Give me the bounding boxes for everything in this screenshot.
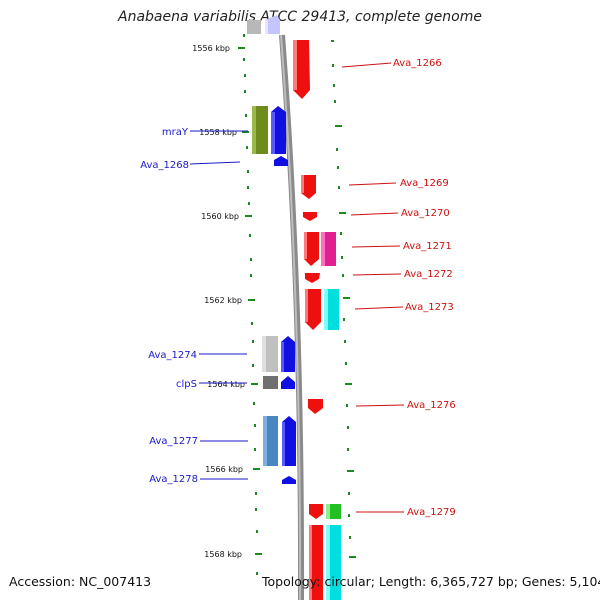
gene-label-ava-1270[interactable]: Ava_1270 xyxy=(401,208,450,219)
gene-label-ava-1268[interactable]: Ava_1268 xyxy=(140,160,189,171)
scale-label-1556: 1556 kbp xyxy=(192,44,230,53)
genome-info-text: Topology: circular; Length: 6,365,727 bp… xyxy=(262,574,600,589)
gene-label-ava-1273[interactable]: Ava_1273 xyxy=(405,302,454,313)
scale-label-1558: 1558 kbp xyxy=(199,128,237,137)
tick-column-left xyxy=(243,34,258,575)
features-right xyxy=(293,40,341,600)
connector-1270 xyxy=(350,212,399,216)
scale-label-1564: 1564 kbp xyxy=(207,380,245,389)
gene-label-ava-1266[interactable]: Ava_1266 xyxy=(393,58,442,69)
gene-label-ava-1271[interactable]: Ava_1271 xyxy=(403,241,452,252)
map-title: Anabaena variabilis ATCC 29413, complete… xyxy=(118,9,482,25)
feature-blue-1277 xyxy=(282,416,296,466)
gene-label-ava-1276[interactable]: Ava_1276 xyxy=(407,400,456,411)
connector-1271 xyxy=(351,245,401,248)
feature-blue-1278 xyxy=(282,476,296,484)
features-left xyxy=(252,106,296,484)
feature-red-1273 xyxy=(305,289,321,330)
feature-red-1272 xyxy=(305,273,320,283)
gene-label-ava-1272[interactable]: Ava_1272 xyxy=(404,269,453,280)
scale-label-1566: 1566 kbp xyxy=(205,465,243,474)
feature-red-1276 xyxy=(308,399,323,414)
feature-red-1269 xyxy=(301,175,316,199)
feature-red-1270 xyxy=(303,212,317,221)
gene-label-clpS[interactable]: clpS xyxy=(176,379,197,390)
feature-blue-1274 xyxy=(281,336,295,372)
scale-label-1568: 1568 kbp xyxy=(204,550,242,559)
genome-backbone-highlight xyxy=(280,34,302,600)
feature-red-1279 xyxy=(309,504,323,519)
connector-1276 xyxy=(355,404,405,407)
feature-blue-1268 xyxy=(274,156,288,166)
feature-red-1271 xyxy=(304,232,319,266)
connector-1266 xyxy=(341,62,392,68)
feature-darkgray xyxy=(263,376,278,389)
accession-text: Accession: NC_007413 xyxy=(9,574,152,589)
tick-column-right xyxy=(331,40,356,558)
connector-1268 xyxy=(189,161,241,165)
gene-label-ava-1269[interactable]: Ava_1269 xyxy=(400,178,449,189)
connector-1273 xyxy=(354,306,404,310)
feature-blue-partial xyxy=(265,15,280,34)
scale-tick-marks xyxy=(238,47,262,555)
scale-label-1562: 1562 kbp xyxy=(204,296,242,305)
feature-gray-partial xyxy=(247,20,261,34)
scale-label-1560: 1560 kbp xyxy=(201,212,239,221)
gene-label-ava-1278[interactable]: Ava_1278 xyxy=(149,474,198,485)
feature-blue-clpS xyxy=(281,376,295,389)
gene-label-ava-1279[interactable]: Ava_1279 xyxy=(407,507,456,518)
gene-label-ava-1274[interactable]: Ava_1274 xyxy=(148,350,197,361)
gene-label-ava-1277[interactable]: Ava_1277 xyxy=(149,436,198,447)
feature-red-bottom xyxy=(309,525,323,600)
connector-1269 xyxy=(348,182,397,186)
gene-label-mraY[interactable]: mraY xyxy=(162,127,189,138)
feature-red-1266 xyxy=(293,40,310,99)
connector-1272 xyxy=(352,273,402,276)
